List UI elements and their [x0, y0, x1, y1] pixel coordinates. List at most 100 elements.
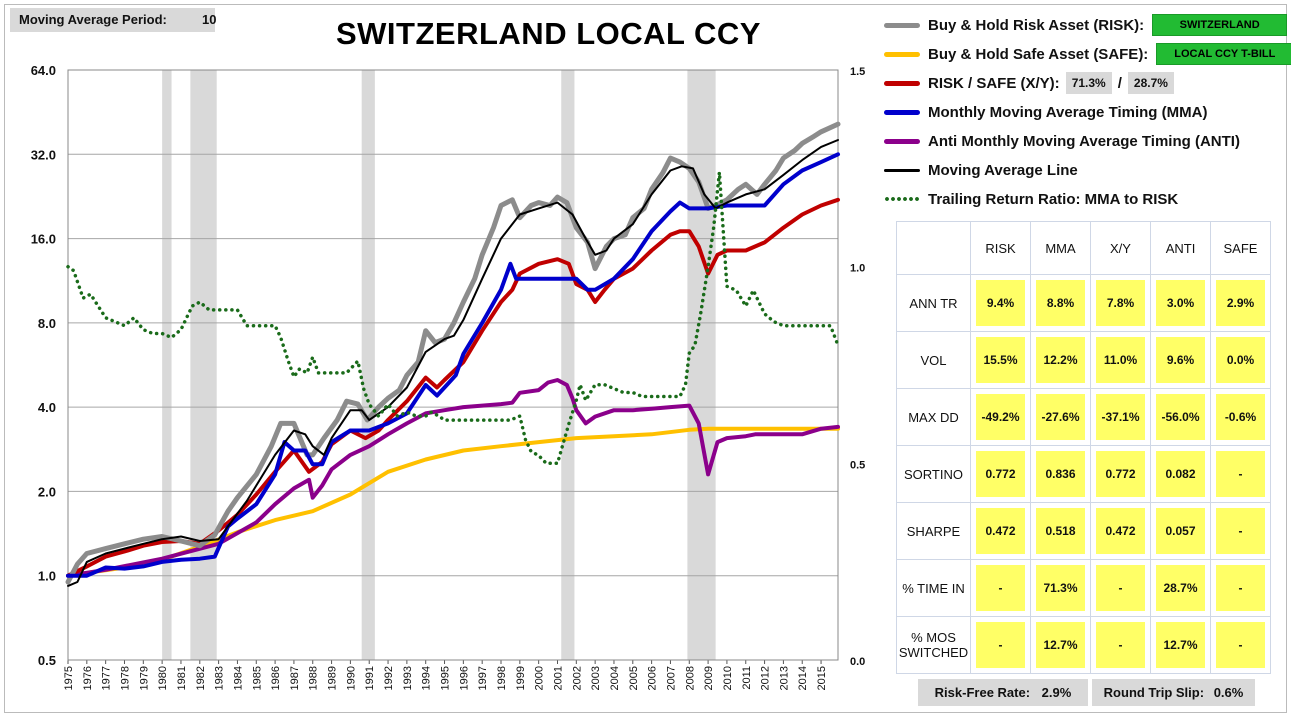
legend-swatch-safe	[884, 51, 920, 57]
stats-cell: -	[976, 565, 1025, 611]
stats-cell: -0.6%	[1216, 394, 1265, 440]
recession-band	[190, 70, 217, 660]
slip-value: 0.6%	[1213, 685, 1244, 700]
stats-cell: -	[1216, 451, 1265, 497]
x-tick-label: 2006	[647, 666, 659, 690]
legend-swatch-ratio	[884, 197, 920, 201]
stats-cell: 15.5%	[976, 337, 1025, 383]
x-tick-label: 1990	[345, 666, 357, 690]
recession-band	[687, 70, 716, 660]
x-tick-label: 2003	[590, 666, 602, 690]
stats-col-anti: ANTI	[1150, 221, 1211, 275]
legend-item-ratio: Trailing Return Ratio: MMA to RISK	[884, 186, 1178, 212]
recession-band	[361, 70, 375, 660]
stats-cell: -	[1096, 565, 1145, 611]
x-tick-label: 1982	[195, 666, 207, 690]
ma-period-label: Moving Average Period:	[19, 12, 167, 27]
stats-cell-container: 0.082	[1150, 445, 1211, 503]
x-tick-label: 1979	[138, 666, 150, 690]
stats-row-label: VOL	[896, 331, 971, 389]
stats-cell-container: 8.8%	[1030, 274, 1091, 332]
stats-cell-container: 9.6%	[1150, 331, 1211, 389]
stats-cell-container: 0.836	[1030, 445, 1091, 503]
stats-row-vol: VOL 15.5% 12.2% 11.0% 9.6% 0.0%	[896, 331, 1271, 389]
x-tick-label: 1980	[157, 666, 169, 690]
x-tick-label: 1975	[63, 666, 75, 690]
series-line-safe	[66, 426, 840, 578]
stats-cell: 0.772	[1096, 451, 1145, 497]
x-tick-label: 2015	[816, 666, 828, 690]
slip-label: Round Trip Slip:	[1103, 685, 1205, 700]
stats-cell-container: 71.3%	[1030, 559, 1091, 617]
stats-cell-container: -	[1210, 502, 1271, 560]
stats-cell: 12.7%	[1036, 622, 1085, 668]
y-tick-label: 32.0	[31, 147, 56, 162]
stats-cell-container: -	[1210, 559, 1271, 617]
stats-cell-container: -	[1090, 616, 1151, 674]
x-tick-label: 1997	[477, 666, 489, 690]
stats-col-xy: X/Y	[1090, 221, 1151, 275]
stats-cell-container: 0.472	[970, 502, 1031, 560]
xy-separator: /	[1117, 74, 1122, 92]
stats-cell-container: -37.1%	[1090, 388, 1151, 446]
legend-swatch-mma	[884, 109, 920, 115]
x-tick-label: 2009	[703, 666, 715, 690]
x-tick-label: 1985	[251, 666, 263, 690]
stats-cell-container: -	[970, 559, 1031, 617]
stats-cell-container: -49.2%	[970, 388, 1031, 446]
x-tick-label: 2012	[760, 666, 772, 690]
stats-cell-container: 0.0%	[1210, 331, 1271, 389]
stats-cell: 12.2%	[1036, 337, 1085, 383]
x-tick-label: 1977	[101, 666, 113, 690]
legend-label-xy: RISK / SAFE (X/Y):	[928, 74, 1060, 92]
stats-row-ann-tr: ANN TR 9.4% 8.8% 7.8% 3.0% 2.9%	[896, 274, 1271, 332]
stats-cell-container: -	[1210, 616, 1271, 674]
x-tick-label: 2001	[552, 666, 564, 690]
stats-cell-container: 9.4%	[970, 274, 1031, 332]
legend-label-safe: Buy & Hold Safe Asset (SAFE):	[928, 45, 1149, 63]
stats-cell-container: -27.6%	[1030, 388, 1091, 446]
y-tick-label: 2.0	[38, 484, 56, 499]
stats-cell: -	[1216, 508, 1265, 554]
stats-cell: 0.772	[976, 451, 1025, 497]
x-tick-label: 1988	[308, 666, 320, 690]
stats-cell-container: 15.5%	[970, 331, 1031, 389]
x-tick-label: 1986	[270, 666, 282, 690]
series-line-xy	[66, 197, 840, 578]
x-tick-label: 1992	[383, 666, 395, 690]
y2-tick-label: 0.5	[850, 459, 865, 471]
stats-row-label: SHARPE	[896, 502, 971, 560]
stats-cell-container: 11.0%	[1090, 331, 1151, 389]
stats-cell: 9.6%	[1156, 337, 1205, 383]
stats-corner	[896, 221, 971, 275]
stats-cell: 3.0%	[1156, 280, 1205, 326]
stats-col-mma: MMA	[1030, 221, 1091, 275]
stats-cell: -	[976, 622, 1025, 668]
x-tick-label: 1999	[515, 666, 527, 690]
stats-cell-container: 2.9%	[1210, 274, 1271, 332]
x-tick-label: 1993	[402, 666, 414, 690]
stats-cell-container: 7.8%	[1090, 274, 1151, 332]
legend-swatch-risk	[884, 22, 920, 28]
stats-cell: 8.8%	[1036, 280, 1085, 326]
x-tick-label: 2002	[571, 666, 583, 690]
ma-period-box: Moving Average Period: 10	[10, 8, 217, 32]
stats-row-label: SORTINO	[896, 445, 971, 503]
x-tick-label: 2010	[722, 666, 734, 690]
stats-cell: 0.518	[1036, 508, 1085, 554]
round-trip-slip-box: Round Trip Slip: 0.6%	[1092, 679, 1255, 706]
stats-cell: 71.3%	[1036, 565, 1085, 611]
stats-cell: 12.7%	[1156, 622, 1205, 668]
x-tick-label: 2007	[665, 666, 677, 690]
x-tick-label: 1978	[119, 666, 131, 690]
x-tick-label: 2008	[684, 666, 696, 690]
risk-free-value: 2.9%	[1041, 685, 1072, 700]
stats-row-label: % TIME IN	[896, 559, 971, 617]
stats-col-safe: SAFE	[1210, 221, 1271, 275]
legend-item-safe: Buy & Hold Safe Asset (SAFE): LOCAL CCY …	[884, 41, 1291, 67]
x-tick-label: 2004	[609, 666, 621, 690]
legend-swatch-xy	[884, 80, 920, 86]
ma-period-value: 10	[202, 12, 217, 27]
stats-row-sortino: SORTINO 0.772 0.836 0.772 0.082 -	[896, 445, 1271, 503]
stats-cell: 0.057	[1156, 508, 1205, 554]
